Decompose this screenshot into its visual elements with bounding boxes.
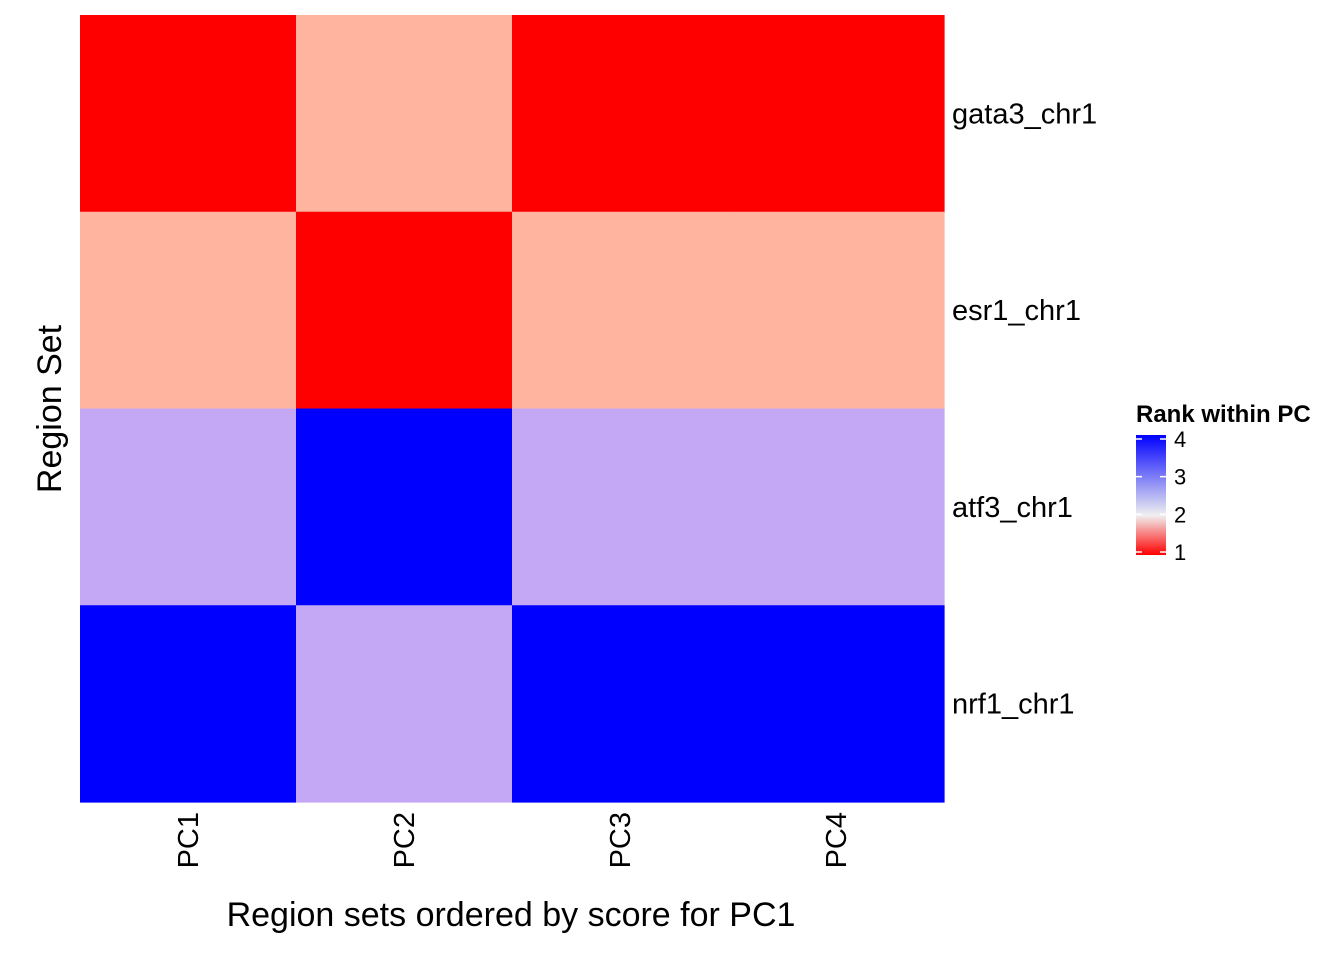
legend-tick-label: 2 <box>1174 502 1186 527</box>
legend-tick-label: 4 <box>1174 427 1186 452</box>
legend-tick-label: 3 <box>1174 465 1186 490</box>
heatmap-cell <box>80 605 297 803</box>
column-label: PC4 <box>821 812 853 868</box>
legend-ticks: 1 2 3 4 <box>1136 427 1186 565</box>
heatmap-cell <box>80 211 297 410</box>
column-label: PC2 <box>389 812 421 868</box>
row-label: gata3_chr1 <box>952 98 1097 130</box>
heatmap-cell <box>728 211 945 410</box>
legend-colorbar <box>1136 435 1166 555</box>
heatmap-cell <box>728 15 945 213</box>
x-axis-title: Region sets ordered by score for PC1 <box>227 896 796 934</box>
heatmap-cell <box>80 408 297 606</box>
heatmap-cell <box>512 211 729 410</box>
heatmap-cell <box>296 15 513 213</box>
heatmap-cell <box>296 605 513 803</box>
heatmap-cell <box>296 211 513 410</box>
y-axis-title: Region Set <box>31 324 69 493</box>
column-label: PC1 <box>173 812 205 868</box>
column-labels: PC1 PC2 PC3 PC4 <box>173 812 853 868</box>
row-label: nrf1_chr1 <box>952 689 1075 721</box>
heatmap-cell <box>512 408 729 606</box>
heatmap-cell <box>728 408 945 606</box>
row-labels: gata3_chr1 esr1_chr1 atf3_chr1 nrf1_chr1 <box>952 98 1097 720</box>
legend-title: Rank within PC <box>1136 401 1311 428</box>
heatmap-cell <box>728 605 945 803</box>
heatmap-cell <box>296 408 513 606</box>
legend: Rank within PC 1 2 3 4 <box>1136 401 1311 565</box>
row-label: atf3_chr1 <box>952 492 1073 524</box>
heatmap-cell <box>512 605 729 803</box>
heatmap-cells <box>80 15 945 803</box>
column-label: PC3 <box>605 812 637 868</box>
heatmap-cell <box>80 15 297 213</box>
row-label: esr1_chr1 <box>952 295 1081 327</box>
legend-tick-label: 1 <box>1174 540 1186 565</box>
heatmap-cell <box>512 15 729 213</box>
